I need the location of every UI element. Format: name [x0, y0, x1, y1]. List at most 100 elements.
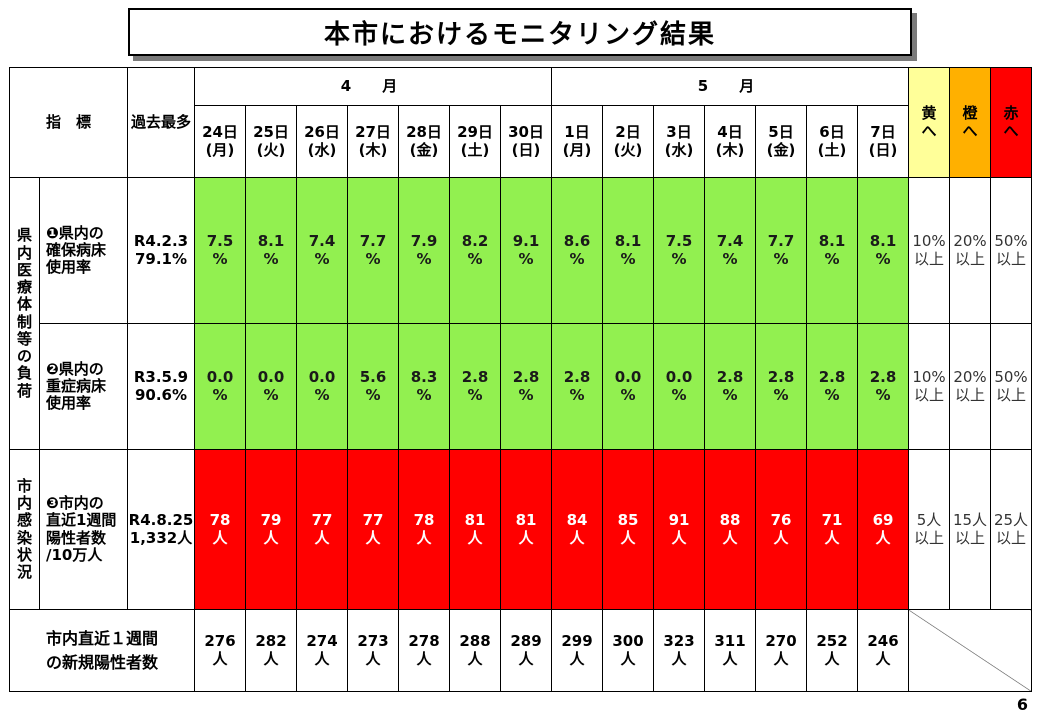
value-unit: %	[875, 249, 891, 268]
threshold-cell: 20% 以上	[949, 323, 991, 450]
past-max-header-line: 過去	[130, 113, 161, 132]
category-char: 染	[16, 528, 32, 547]
value-number: 2.8	[512, 368, 540, 387]
indicator-label-line: 陽性者数	[46, 528, 107, 547]
value-number: 71	[821, 511, 843, 530]
threshold-cell: 50% 以上	[990, 177, 1032, 324]
date-weekday: (金)	[766, 140, 796, 159]
new-cases-label: 市内直近１週間 の新規陽性者数	[9, 609, 195, 692]
value-number: 77	[311, 511, 333, 530]
new-cases-unit: 人	[620, 649, 636, 668]
indicator-label-line: /10万人	[46, 545, 103, 564]
value-cell: 0.0%	[602, 323, 654, 450]
new-cases-cell: 299 人	[551, 609, 603, 692]
value-cell: 2.8%	[449, 323, 501, 450]
indicator-label-line: 確保病床	[46, 240, 107, 259]
date-weekday: (火)	[256, 140, 286, 159]
new-cases-cell: 274 人	[296, 609, 348, 692]
date-weekday: (木)	[358, 140, 388, 159]
date-weekday: (日)	[511, 140, 541, 159]
value-number: 78	[209, 511, 231, 530]
new-cases-row: 市内直近１週間 の新規陽性者数 276 人 282 人 274 人 273 人 278 人 288 人 28…	[9, 609, 1032, 692]
category-char: 況	[16, 563, 32, 581]
value-number: 8.1	[614, 232, 642, 251]
value-number: 2.8	[869, 368, 897, 387]
date-header: 25日 (火)	[245, 105, 297, 178]
value-number: 2.8	[461, 368, 489, 387]
value-unit: %	[416, 385, 432, 404]
date-day: 24日	[202, 123, 238, 142]
value-unit: %	[620, 385, 636, 404]
value-number: 76	[770, 511, 792, 530]
new-cases-number: 246	[867, 632, 899, 651]
value-unit: %	[569, 249, 585, 268]
value-cell: 7.7%	[755, 177, 807, 324]
value-number: 5.6	[359, 368, 387, 387]
level-label: 黄	[921, 104, 937, 123]
page-title: 本市におけるモニタリング結果	[128, 8, 912, 56]
indicator-row: 県内医療体制等の負荷 ❶県内の 確保病床 使用率 R4.2.3 79.1% 7.5% 8.1%…	[9, 177, 1032, 450]
date-day: 28日	[406, 123, 442, 142]
date-header: 30日 (日)	[500, 105, 552, 178]
indicator-label-line: ❶県内の	[46, 223, 104, 242]
date-header: 26日 (水)	[296, 105, 348, 178]
value-unit: %	[263, 249, 279, 268]
date-day: 4日	[717, 123, 743, 142]
date-weekday: (火)	[613, 140, 643, 159]
value-unit: %	[467, 249, 483, 268]
category-char: 県	[16, 226, 32, 245]
category-char: 内	[16, 243, 32, 262]
new-cases-label-line: の新規陽性者数	[45, 652, 158, 672]
threshold-suffix: 以上	[954, 249, 985, 268]
new-cases-number: 323	[663, 632, 695, 651]
past-max-line: 1,332人	[129, 528, 193, 547]
value-unit: %	[518, 249, 534, 268]
new-cases-cell: 278 人	[398, 609, 450, 692]
value-cell: 77 人	[347, 449, 399, 610]
value-unit: %	[212, 249, 228, 268]
indicator-label-line: 使用率	[46, 258, 92, 277]
category-char: 状	[16, 545, 32, 564]
threshold-value: 50%	[994, 368, 1028, 387]
value-cell: 81 人	[500, 449, 552, 610]
category-char: 制	[16, 312, 32, 331]
new-cases-unit: 人	[467, 649, 483, 668]
value-cell: 2.8%	[551, 323, 603, 450]
value-number: 8.3	[410, 368, 438, 387]
value-cell: 78 人	[194, 449, 246, 610]
value-cell: 8.3%	[398, 323, 450, 450]
threshold-cell: 5人 以上	[908, 449, 950, 610]
value-cell: 76 人	[755, 449, 807, 610]
new-cases-number: 252	[816, 632, 848, 651]
value-unit: %	[314, 249, 330, 268]
value-unit: 人	[671, 528, 687, 547]
value-unit: %	[569, 385, 585, 404]
new-cases-unit: 人	[518, 649, 534, 668]
indicator-label: ❶県内の 確保病床 使用率	[39, 177, 128, 324]
threshold-cell: 20% 以上	[949, 177, 991, 324]
value-cell: 7.5%	[194, 177, 246, 324]
value-unit: %	[212, 385, 228, 404]
value-number: 0.0	[665, 368, 693, 387]
value-cell: 7.4%	[704, 177, 756, 324]
new-cases-cell: 276 人	[194, 609, 246, 692]
value-number: 7.5	[206, 232, 234, 251]
date-weekday: (日)	[868, 140, 898, 159]
new-cases-cell: 282 人	[245, 609, 297, 692]
date-weekday: (木)	[715, 140, 745, 159]
new-cases-number: 299	[561, 632, 593, 651]
date-header: 7日 (日)	[857, 105, 909, 178]
threshold-suffix: 以上	[995, 385, 1026, 404]
threshold-suffix: 以上	[954, 528, 985, 547]
threshold-cell: 15人 以上	[949, 449, 991, 610]
new-cases-cell: 273 人	[347, 609, 399, 692]
value-unit: %	[620, 249, 636, 268]
past-max-header: 過去最多	[127, 67, 195, 178]
threshold-suffix: 以上	[913, 528, 944, 547]
value-number: 8.2	[461, 232, 489, 251]
category-char: 内	[16, 494, 32, 512]
value-cell: 7.7%	[347, 177, 399, 324]
date-day: 3日	[666, 123, 692, 142]
value-cell: 2.8%	[806, 323, 858, 450]
